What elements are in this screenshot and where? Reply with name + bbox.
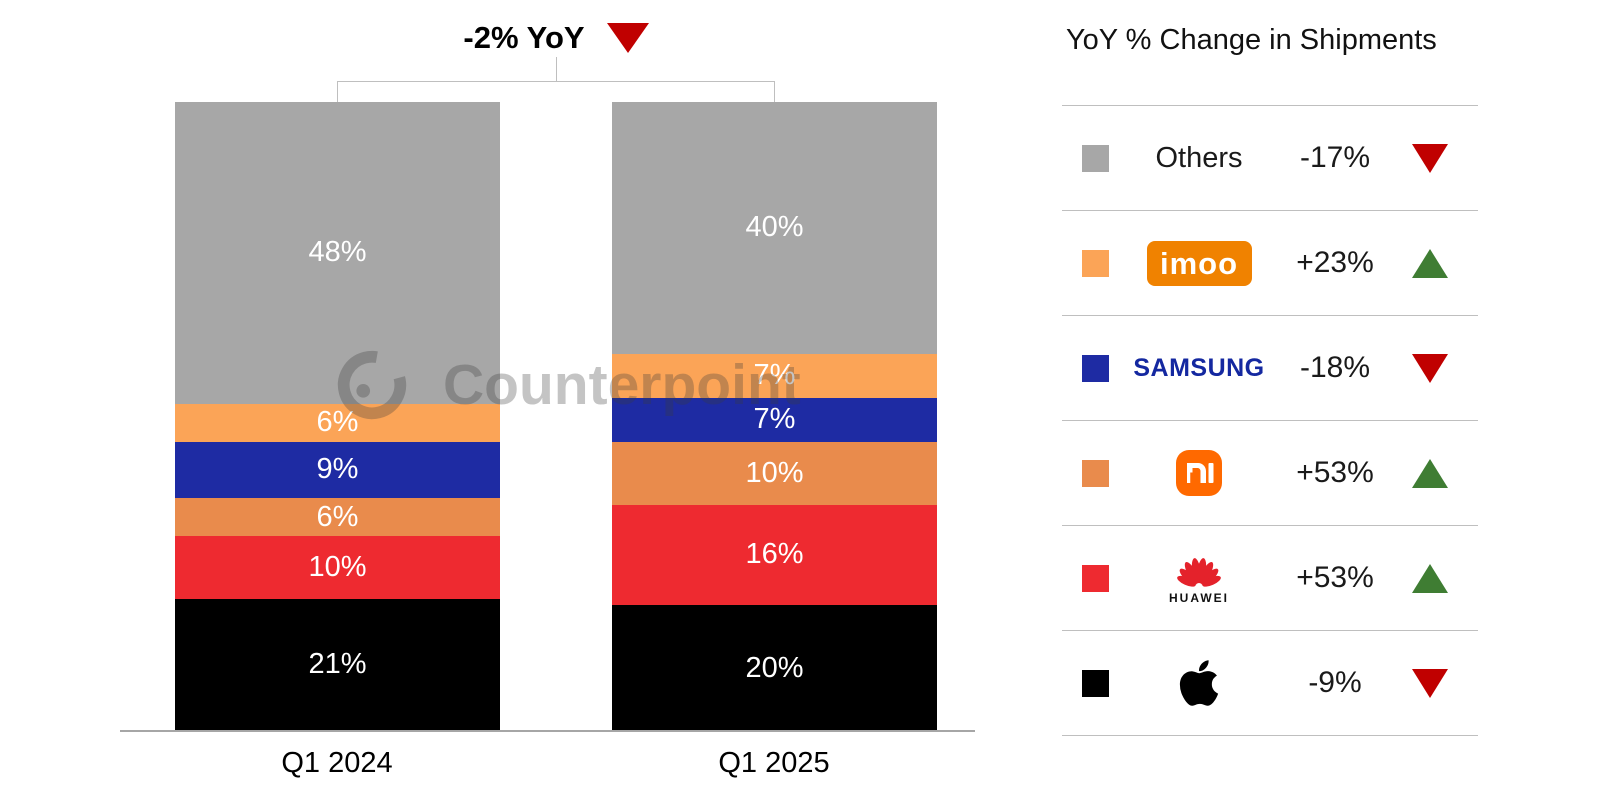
- yoy-down-triangle-icon: [606, 23, 649, 53]
- bar-segment-imoo: 7%: [612, 353, 937, 398]
- bar-segment-huawei: 10%: [175, 535, 500, 599]
- others-change-value: -17%: [1299, 141, 1371, 174]
- xiaomi-change-value: +53%: [1296, 456, 1374, 489]
- legend-row-samsung: SAMSUNG -18%: [1062, 315, 1478, 420]
- bar-segment-value-label: 6%: [316, 406, 359, 439]
- others-label: Others: [1155, 141, 1243, 174]
- bracket-right-tick: [774, 81, 775, 102]
- bar-segment-xiaomi: 6%: [175, 498, 500, 536]
- bar-segment-value-label: 48%: [308, 236, 367, 269]
- xiaomi-mi-logo: [1176, 450, 1222, 496]
- bar-segment-value-label: 20%: [745, 651, 804, 684]
- huawei-flower-icon: [1177, 557, 1221, 587]
- bar-segment-xiaomi: 10%: [612, 441, 937, 505]
- bar-segment-value-label: 40%: [745, 211, 804, 244]
- down-triangle-icon: [1411, 668, 1448, 698]
- category-label-q1-2025: Q1 2025: [718, 747, 830, 779]
- legend-row-imoo: imoo +23%: [1062, 210, 1478, 315]
- down-triangle-icon: [1411, 143, 1448, 173]
- bar-segment-value-label: 7%: [753, 403, 796, 436]
- category-label-q1-2024: Q1 2024: [281, 747, 393, 779]
- samsung-swatch: [1082, 354, 1109, 382]
- legend-row-apple: -9%: [1062, 630, 1478, 735]
- bracket-horizontal-line: [337, 81, 775, 82]
- bar-segment-huawei: 16%: [612, 504, 937, 606]
- legend-row-xiaomi: +53%: [1062, 420, 1478, 525]
- bracket-center-line: [556, 57, 557, 82]
- imoo-logo: imoo: [1146, 240, 1252, 286]
- samsung-change-value: -18%: [1299, 351, 1371, 384]
- apple-swatch: [1082, 669, 1109, 697]
- bar-segment-value-label: 16%: [745, 538, 804, 571]
- bar-segment-value-label: 10%: [745, 456, 804, 489]
- legend-row-huawei: HUAWEI +53%: [1062, 525, 1478, 630]
- bar-segment-apple: 20%: [612, 605, 937, 731]
- x-axis-line: [120, 730, 975, 732]
- legend-table: Others -17% imoo +23% SAMSUNG -18%: [1062, 105, 1478, 736]
- samsung-logo: SAMSUNG: [1133, 353, 1265, 382]
- bar-segment-value-label: 9%: [316, 453, 359, 486]
- others-swatch: [1082, 144, 1109, 172]
- bar-segment-apple: 21%: [175, 598, 500, 731]
- up-triangle-icon: [1411, 458, 1448, 488]
- imoo-change-value: +23%: [1296, 246, 1374, 279]
- apple-logo-icon: [1179, 660, 1219, 706]
- legend-title: YoY % Change in Shipments: [1066, 24, 1437, 56]
- stacked-bar-q1-2024: 48% 6% 9% 6% 10% 21%: [175, 102, 500, 731]
- total-yoy-label: -2% YoY: [463, 20, 585, 55]
- huawei-logo-text: HUAWEI: [1169, 590, 1229, 605]
- bar-segment-value-label: 7%: [753, 359, 796, 392]
- huawei-swatch: [1082, 564, 1109, 592]
- imoo-logo-text: imoo: [1159, 245, 1239, 281]
- up-triangle-icon: [1411, 563, 1448, 593]
- apple-change-value: -9%: [1308, 666, 1362, 699]
- bar-segment-value-label: 6%: [316, 500, 359, 533]
- bar-segment-samsung: 9%: [175, 441, 500, 499]
- stacked-bar-q1-2025: 40% 7% 7% 10% 16% 20%: [612, 102, 937, 731]
- down-triangle-icon: [1411, 353, 1448, 383]
- bar-segment-value-label: 21%: [308, 648, 367, 681]
- bar-segment-samsung: 7%: [612, 397, 937, 442]
- bracket-left-tick: [337, 81, 338, 102]
- xiaomi-swatch: [1082, 459, 1109, 487]
- bar-segment-others: 40%: [612, 102, 937, 354]
- bar-segment-imoo: 6%: [175, 403, 500, 442]
- bar-segment-value-label: 10%: [308, 550, 367, 583]
- legend-row-others: Others -17%: [1062, 105, 1478, 210]
- imoo-swatch: [1082, 249, 1109, 277]
- total-yoy-annotation: -2% YoY: [346, 20, 766, 56]
- bar-segment-others: 48%: [175, 102, 500, 404]
- up-triangle-icon: [1411, 248, 1448, 278]
- huawei-change-value: +53%: [1296, 561, 1374, 594]
